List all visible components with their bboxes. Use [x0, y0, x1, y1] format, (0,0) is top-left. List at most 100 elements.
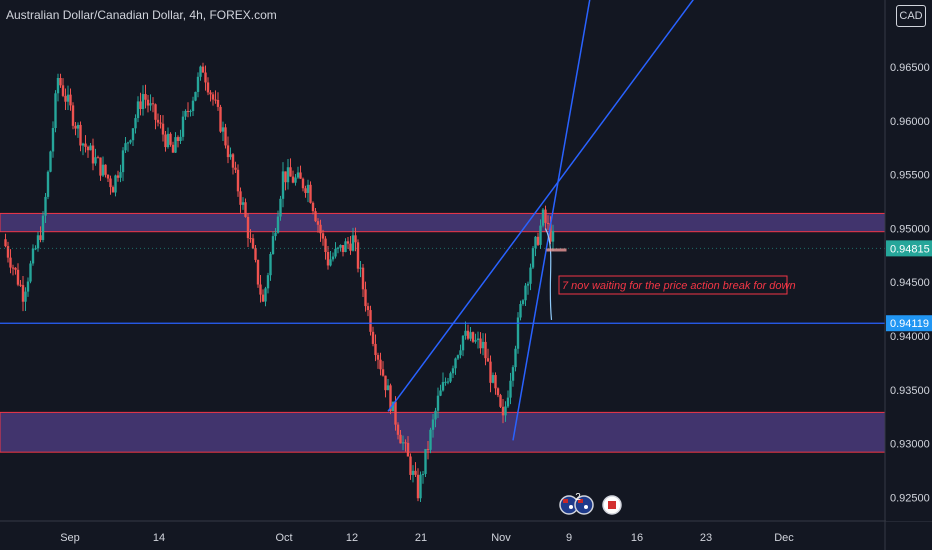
candle [399, 430, 402, 444]
price-tick-label: 0.92500 [890, 492, 930, 504]
candle-body [444, 381, 447, 383]
candle-body [66, 94, 70, 102]
candle-body [329, 259, 332, 266]
candle-body [481, 341, 485, 349]
candle [91, 138, 95, 171]
candle [71, 102, 75, 130]
candle [351, 227, 355, 252]
candle [376, 352, 380, 369]
candle [166, 127, 170, 149]
candle-body [214, 99, 217, 101]
candle-body [336, 247, 340, 249]
candle-body [151, 103, 155, 105]
candle [251, 234, 255, 250]
candle-body [319, 224, 322, 234]
price-axis[interactable]: 0.92500 0.93000 0.93500 0.94000 0.94500 0.950… [886, 0, 932, 521]
time-tick-label: 14 [153, 532, 165, 544]
candle [311, 201, 315, 215]
candle-body [264, 288, 267, 302]
candle [476, 331, 480, 349]
candle [411, 465, 415, 483]
union-jack [563, 499, 568, 503]
candle [36, 231, 40, 252]
time-axis[interactable]: Sep 14 Oct 12 21 Nov 9 16 23 Dec [60, 532, 794, 544]
candle [129, 139, 132, 145]
time-tick-label: Oct [275, 532, 292, 544]
currency-button[interactable]: CAD [896, 5, 926, 27]
candle-body [89, 145, 92, 151]
canada-flag-icon[interactable] [602, 495, 622, 515]
candle-body [434, 410, 437, 420]
candle [211, 92, 215, 106]
candle-body [254, 248, 257, 260]
candle [254, 244, 257, 263]
candle-body [334, 248, 337, 257]
candle [74, 122, 77, 136]
candle-body [101, 164, 105, 176]
candle [326, 246, 330, 270]
candle-body [549, 223, 552, 242]
candle [474, 333, 477, 344]
candle-body [536, 236, 540, 245]
trendline[interactable] [512, 0, 593, 441]
australia-flag-icon[interactable] [574, 495, 594, 515]
candle [319, 219, 322, 242]
resistance-support-zone [0, 212, 886, 233]
candle [344, 238, 347, 253]
candle [546, 215, 550, 231]
trendline[interactable] [387, 0, 723, 412]
event-icons[interactable]: 2 [559, 492, 622, 515]
candle-body [61, 85, 65, 96]
candle-body [501, 406, 505, 416]
candle [354, 227, 357, 252]
candle-body [226, 145, 230, 158]
candle-body [469, 332, 472, 339]
candle [186, 102, 190, 118]
candle [521, 299, 525, 306]
candle-body [346, 241, 350, 244]
candle [386, 379, 390, 391]
candle-body [169, 133, 172, 145]
candle-body [36, 235, 40, 249]
candle [236, 164, 240, 197]
candle [511, 365, 515, 387]
candle [119, 164, 122, 183]
candle [231, 153, 235, 175]
candle-body [384, 375, 387, 391]
candle-body [234, 167, 237, 170]
candle [551, 224, 555, 251]
candle-body [56, 77, 60, 94]
candle [256, 259, 260, 288]
candle [374, 334, 377, 362]
candle-body [186, 110, 190, 112]
annotation-frame[interactable] [558, 275, 788, 295]
candle-body [221, 127, 225, 132]
annotation-box[interactable]: 7 nov waiting for the price action break… [558, 275, 796, 295]
candle [59, 73, 62, 88]
candle [4, 233, 7, 248]
candle [181, 110, 185, 141]
candle [444, 377, 447, 386]
candle [364, 281, 367, 312]
candle-body [106, 174, 110, 179]
candle [26, 277, 30, 297]
candle [531, 246, 535, 269]
candle-body [111, 187, 115, 193]
candle-body [189, 111, 192, 113]
candle [406, 436, 410, 457]
candle-body [516, 317, 520, 349]
candle [306, 179, 310, 203]
candle-body [344, 241, 347, 253]
candle-body [81, 143, 85, 146]
candle [56, 73, 60, 102]
candle-body [324, 238, 327, 253]
price-tag-label: 0.94815 [890, 243, 930, 255]
candle-body [34, 248, 37, 250]
candle-body [139, 101, 142, 110]
candle-body [284, 171, 287, 183]
lines-layer[interactable] [0, 0, 885, 441]
candle [416, 468, 420, 502]
union-jack [578, 499, 583, 503]
candle [154, 103, 157, 130]
